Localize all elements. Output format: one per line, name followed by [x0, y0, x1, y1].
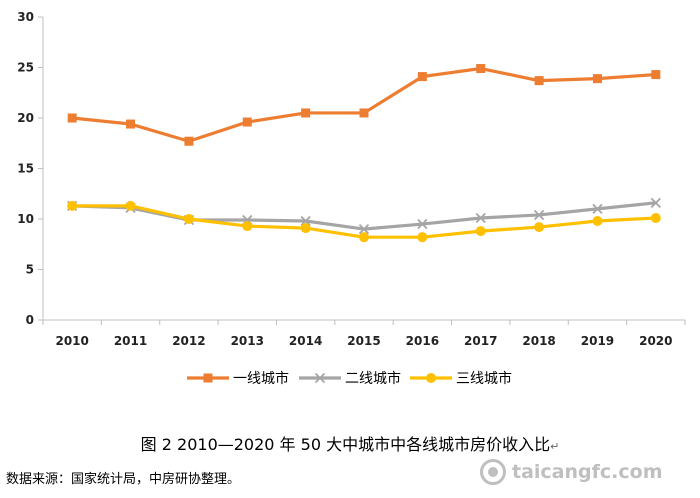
legend-item-3: 三线城市 — [410, 370, 512, 387]
data-point — [242, 221, 253, 232]
data-point — [592, 74, 602, 84]
y-tick-label: 5 — [26, 263, 34, 277]
x-tick-label: 2013 — [231, 334, 264, 348]
data-point — [417, 218, 428, 230]
data-point — [184, 136, 194, 146]
caption-text: 图 2 2010—2020 年 50 大中城市中各线城市房价收入比 — [140, 435, 551, 454]
data-point — [476, 64, 486, 74]
y-tick-label: 15 — [17, 162, 34, 176]
data-point — [475, 212, 486, 224]
x-tick-label: 2010 — [55, 334, 88, 348]
legend-marker — [203, 373, 213, 383]
y-tick-label: 30 — [17, 10, 34, 24]
data-point — [650, 212, 661, 223]
y-tick-label: 25 — [17, 61, 34, 75]
watermark-text: taicangfc.com — [512, 461, 663, 483]
data-point — [359, 232, 369, 243]
y-tick-labels: 0 5 10 15 20 25 30 — [17, 10, 34, 327]
data-point — [358, 223, 370, 235]
legend-label: 二线城市 — [345, 370, 401, 387]
data-point — [67, 200, 78, 211]
data-point — [301, 108, 311, 118]
series-line — [72, 66, 656, 143]
x-tick-label: 2014 — [289, 334, 322, 348]
data-point — [651, 70, 661, 80]
x-tick-label: 2017 — [464, 334, 497, 348]
x-tick-labels: 2010 2011 2012 2013 2014 2015 2016 2017 2018 2019… — [55, 334, 672, 348]
data-point — [417, 72, 427, 82]
data-point — [475, 226, 486, 237]
data-point — [300, 215, 311, 227]
x-tick-label: 2018 — [522, 334, 555, 348]
y-tick-label: 20 — [17, 111, 34, 125]
x-tick-label: 2012 — [172, 334, 205, 348]
legend-item-2: 二线城市 — [299, 370, 401, 387]
y-tick-label: 10 — [17, 212, 34, 226]
legend-item-1: 一线城市 — [187, 370, 289, 387]
x-tick-label: 2015 — [347, 334, 380, 348]
series-layer — [67, 64, 661, 243]
data-point — [650, 197, 661, 208]
paragraph-mark: ↵ — [550, 440, 560, 453]
series-2 — [67, 197, 661, 235]
x-tick-label: 2011 — [114, 334, 147, 348]
data-point — [183, 214, 194, 224]
data-point — [592, 203, 603, 215]
figure-caption: 图 2 2010—2020 年 50 大中城市中各线城市房价收入比↵ — [0, 431, 700, 455]
watermark: taicangfc.com — [480, 455, 663, 489]
data-point — [533, 209, 545, 221]
data-point — [126, 119, 136, 129]
data-point — [534, 76, 544, 86]
data-point — [242, 117, 252, 127]
legend: 一线城市 二线城市 三线城市 — [187, 370, 512, 387]
series-1 — [67, 64, 661, 146]
data-point — [592, 216, 603, 227]
data-point — [67, 113, 77, 123]
data-point — [300, 223, 311, 234]
x-tick-label: 2016 — [406, 334, 439, 348]
chart-axes — [38, 16, 686, 325]
series-3 — [67, 200, 661, 243]
x-tick-label: 2019 — [581, 334, 614, 348]
data-point — [417, 232, 428, 243]
x-tick-label: 2020 — [639, 334, 672, 348]
watermark-logo-icon — [480, 459, 506, 485]
y-tick-label: 0 — [26, 313, 34, 327]
data-point — [534, 222, 545, 233]
data-point — [125, 200, 136, 211]
data-point — [359, 108, 369, 118]
legend-label: 三线城市 — [456, 370, 512, 387]
data-source-note: 数据来源：国家统计局，中房研协整理。 — [6, 472, 241, 487]
legend-marker — [426, 373, 436, 383]
legend-marker — [314, 372, 326, 384]
legend-label: 一线城市 — [233, 370, 289, 387]
